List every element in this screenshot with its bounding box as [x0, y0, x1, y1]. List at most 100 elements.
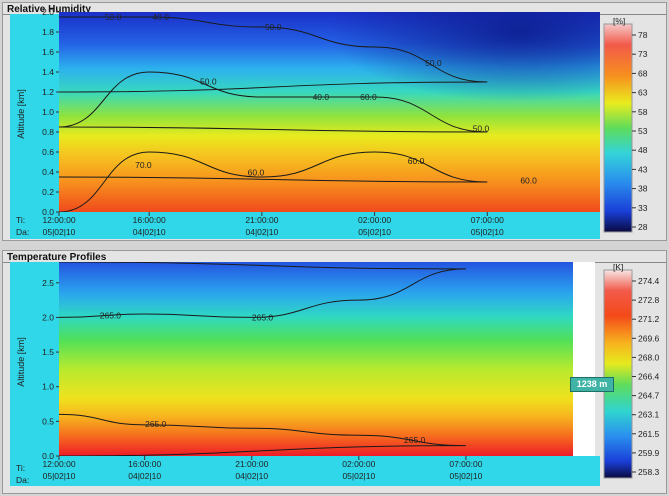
colorbar-tick-label: 53	[638, 126, 648, 136]
x-tick-time: 12:00:00	[42, 459, 75, 469]
axis-band-left	[10, 14, 60, 214]
contour-label: 265.0	[145, 419, 167, 429]
contour-line	[59, 262, 466, 318]
contour-line	[59, 151, 488, 212]
contour-label: 50.0	[105, 12, 122, 22]
y-tick-label: 2.5	[42, 278, 54, 288]
colorbar-tick-label: 268.0	[638, 352, 660, 362]
x-tick-time: 21:00:00	[245, 215, 278, 225]
colorbar	[603, 269, 633, 479]
y-tick-label: 1.2	[42, 87, 54, 97]
colorbar-tick-label: 274.4	[638, 276, 660, 286]
colorbar-tick-label: 259.9	[638, 448, 660, 458]
contour-label: 40.0	[313, 92, 330, 102]
date-row-label: Da:	[16, 475, 29, 485]
contour-label: 265.0	[252, 312, 274, 322]
y-tick-label: 1.8	[42, 27, 54, 37]
y-tick-label: 0.6	[42, 147, 54, 157]
x-tick-date: 05|02|10	[471, 227, 504, 237]
x-tick-time: 02:00:00	[358, 215, 391, 225]
altitude-readout-tooltip: 1238 m	[570, 377, 614, 392]
y-tick-label: 1.0	[42, 382, 54, 392]
colorbar-tick-label: 271.2	[638, 314, 660, 324]
contour-label: 265.0	[404, 435, 426, 445]
colorbar-tick-label: 272.8	[638, 295, 660, 305]
colorbar-unit: [K]	[613, 262, 623, 272]
colorbar-tick-label: 263.1	[638, 410, 660, 420]
contour-label: 50.0	[425, 58, 442, 68]
colorbar-tick-label: 33	[638, 203, 648, 213]
time-row-label: Ti:	[16, 215, 25, 225]
y-tick-label: 0.4	[42, 167, 54, 177]
contour-label: 70.0	[135, 160, 152, 170]
colorbar-tick-label: 78	[638, 30, 648, 40]
colorbar-tick-label: 269.6	[638, 333, 660, 343]
contour-line	[59, 413, 466, 456]
x-tick-time: 21:00:00	[235, 459, 268, 469]
y-axis-label: Altitude [km]	[16, 89, 26, 139]
x-tick-date: 05|02|10	[43, 227, 76, 237]
axis-band-bottom	[10, 212, 600, 239]
x-tick-date: 04|02|10	[133, 227, 166, 237]
colorbar-tick-label: 264.7	[638, 391, 660, 401]
y-tick-label: 1.5	[42, 347, 54, 357]
colorbar-tick-label: 68	[638, 68, 648, 78]
humidity-chart: 50.0 50.0 50.0 40.0 40.0 50.0 50.0 60.0 60.0 60.0…	[10, 7, 648, 239]
colorbar-tick-label: 266.4	[638, 372, 660, 382]
contour-label: 60.0	[360, 92, 377, 102]
colorbar-tick-label: 48	[638, 145, 648, 155]
colorbar-tick-label: 73	[638, 49, 648, 59]
y-tick-label: 2.0	[42, 7, 54, 17]
x-tick-date: 04|02|10	[245, 227, 278, 237]
y-tick-label: 1.0	[42, 107, 54, 117]
y-tick-label: 0.0	[42, 451, 54, 461]
y-tick-label: 0.5	[42, 416, 54, 426]
y-tick-label: 0.0	[42, 207, 54, 217]
x-tick-time: 07:00:00	[471, 215, 504, 225]
contour-label: 50.0	[265, 22, 282, 32]
x-tick-date: 05|02|10	[342, 471, 375, 481]
colorbar-tick-label: 38	[638, 184, 648, 194]
colorbar-unit: [%]	[613, 16, 625, 26]
x-tick-time: 16:00:00	[133, 215, 166, 225]
colorbar-tick-label: 43	[638, 164, 648, 174]
contour-label: 265.0	[100, 311, 122, 321]
x-tick-date: 04|02|10	[235, 471, 268, 481]
x-tick-time: 07:00:00	[449, 459, 482, 469]
y-axis-label: Altitude [km]	[16, 337, 26, 387]
y-tick-label: 1.6	[42, 47, 54, 57]
contour-label: 50.0	[200, 77, 217, 87]
colorbar-tick-label: 28	[638, 222, 648, 232]
y-tick-label: 0.8	[42, 127, 54, 137]
no-data-region	[573, 262, 595, 456]
panel-title: Relative Humidity	[7, 4, 91, 15]
contour-label: 40.0	[152, 12, 169, 22]
x-tick-date: 05|02|10	[358, 227, 391, 237]
colorbar	[603, 23, 633, 233]
axis-band-left	[10, 262, 60, 458]
colorbar-tick-label: 63	[638, 88, 648, 98]
temperature-field	[59, 262, 573, 456]
panel-title: Temperature Profiles	[7, 252, 107, 263]
contour-line	[59, 16, 488, 93]
contour-label: 60.0	[248, 168, 265, 178]
contour-label: 60.0	[520, 175, 537, 185]
contour-label: 60.0	[408, 156, 425, 166]
time-row-label: Ti:	[16, 463, 25, 473]
x-tick-time: 12:00:00	[42, 215, 75, 225]
humidity-dry-region	[59, 12, 600, 212]
x-tick-date: 04|02|10	[128, 471, 161, 481]
x-tick-time: 16:00:00	[128, 459, 161, 469]
contour-label: 50.0	[473, 124, 490, 134]
x-tick-time: 02:00:00	[342, 459, 375, 469]
x-tick-date: 05|02|10	[43, 471, 76, 481]
x-tick-date: 05|02|10	[450, 471, 483, 481]
colorbar-tick-label: 58	[638, 107, 648, 117]
colorbar-tick-label: 258.3	[638, 467, 660, 477]
date-row-label: Da:	[16, 227, 29, 237]
y-tick-label: 0.2	[42, 187, 54, 197]
y-tick-label: 2.0	[42, 312, 54, 322]
contour-line	[59, 71, 488, 133]
y-tick-label: 1.4	[42, 67, 54, 77]
